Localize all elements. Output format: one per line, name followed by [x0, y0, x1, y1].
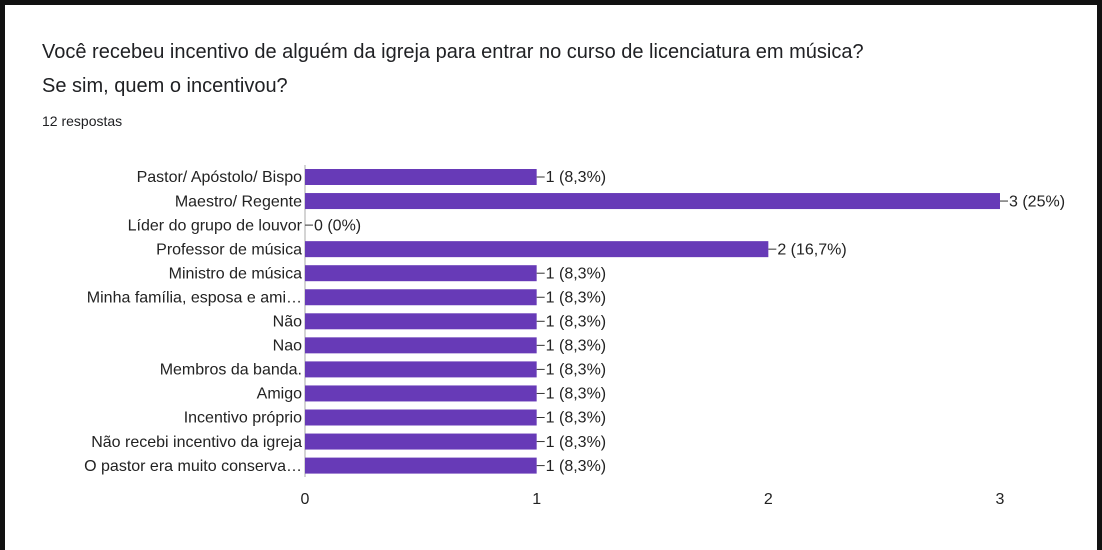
bar [305, 289, 537, 306]
value-label: 1 (8,3%) [546, 386, 606, 403]
bar [305, 385, 537, 402]
y-tick-label: Incentivo próprio [184, 410, 302, 427]
value-label: 1 (8,3%) [546, 338, 606, 355]
y-tick-label: Nao [273, 338, 302, 355]
value-label: 0 (0%) [314, 217, 361, 234]
bar [305, 313, 537, 330]
y-tick-label: Amigo [257, 386, 302, 403]
x-tick-label: 2 [764, 491, 773, 508]
y-tick-label: Não [273, 314, 302, 331]
value-label: 3 (25%) [1009, 193, 1065, 210]
x-tick-label: 0 [301, 491, 310, 508]
y-tick-label: Maestro/ Regente [175, 193, 302, 210]
x-tick-label: 3 [996, 491, 1005, 508]
value-label: 1 (8,3%) [546, 410, 606, 427]
value-label: 2 (16,7%) [777, 241, 846, 258]
y-tick-label: Minha família, esposa e ami… [87, 289, 302, 306]
bar [305, 265, 537, 282]
value-label: 1 (8,3%) [546, 169, 606, 186]
value-label: 1 (8,3%) [546, 265, 606, 282]
bar [305, 457, 537, 474]
bar [305, 337, 537, 354]
value-label: 1 (8,3%) [546, 314, 606, 331]
y-tick-label: Líder do grupo de louvor [128, 217, 303, 234]
bar [305, 409, 537, 426]
bar [305, 241, 769, 258]
x-tick-label: 1 [532, 491, 541, 508]
value-label: 1 (8,3%) [546, 362, 606, 379]
y-tick-label: Professor de música [156, 241, 302, 258]
y-tick-label: Ministro de música [169, 265, 302, 282]
y-tick-label: Pastor/ Apóstolo/ Bispo [137, 169, 303, 186]
bar [305, 361, 537, 378]
y-tick-label: O pastor era muito conserva… [84, 458, 302, 475]
value-label: 1 (8,3%) [546, 289, 606, 306]
value-label: 1 (8,3%) [546, 434, 606, 451]
response-count: 12 respostas [42, 113, 123, 129]
bar [305, 169, 537, 185]
question-title: Você recebeu incentivo de alguém da igre… [42, 41, 864, 97]
bar [305, 433, 537, 450]
value-label: 1 (8,3%) [546, 458, 606, 475]
bar [305, 193, 1000, 210]
y-tick-label: Membros da banda. [160, 362, 302, 379]
y-tick-label: Não recebi incentivo da igreja [91, 434, 302, 451]
